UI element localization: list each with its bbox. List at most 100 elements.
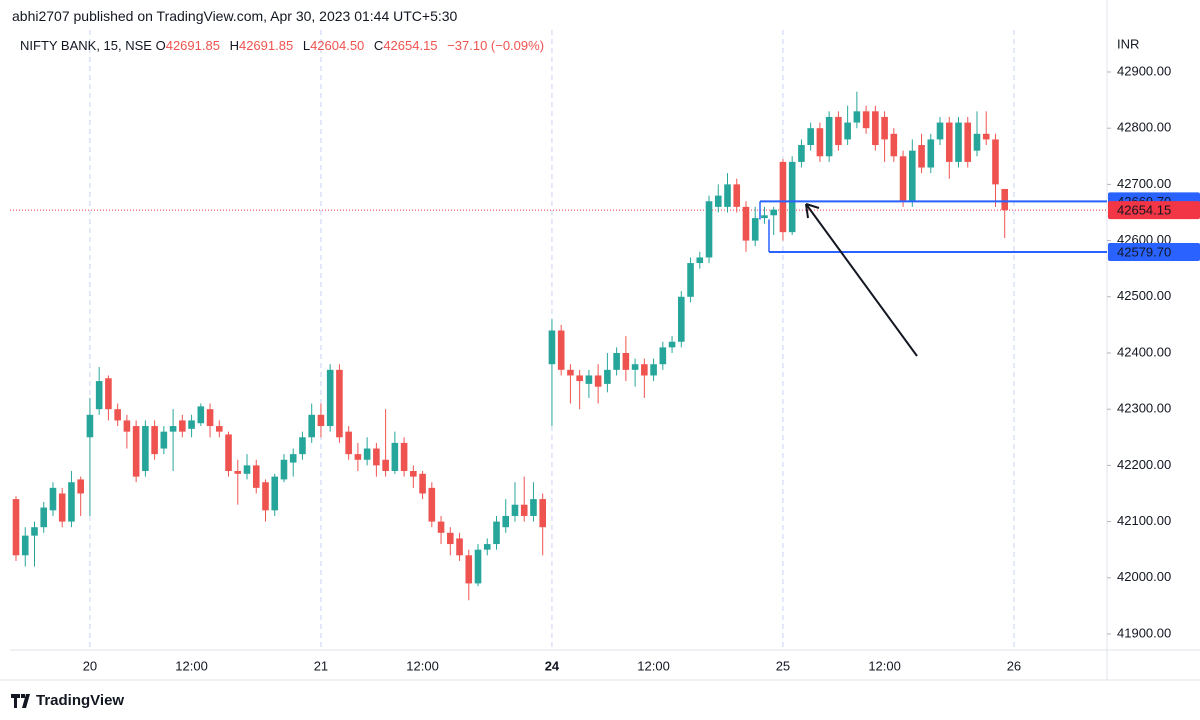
ohlc-value: 42691.85: [238, 38, 294, 53]
change: −37.10 (−0.09%): [447, 38, 545, 53]
candle-body: [299, 437, 306, 455]
arrow: [805, 203, 918, 357]
y-tick-label: 42200.00: [1117, 457, 1171, 472]
candle-body: [678, 296, 685, 342]
candle-body: [927, 139, 935, 168]
candle-body: [428, 487, 436, 522]
candle-body: [733, 184, 741, 207]
candle-body: [705, 201, 713, 258]
candle-body: [557, 330, 565, 370]
candle-body: [788, 161, 796, 233]
x-tick-label: 12:00: [637, 658, 670, 673]
candle-body: [280, 459, 288, 480]
candle-body: [95, 381, 103, 410]
x-tick-label: 25: [776, 658, 790, 673]
candle-body: [345, 431, 352, 455]
price-tag-label: 42654.15: [1117, 203, 1171, 218]
y-tick-label: 42800.00: [1117, 120, 1171, 135]
candle-body: [410, 471, 417, 477]
candle-body: [844, 122, 851, 140]
candle-body: [955, 122, 962, 162]
candle-body: [992, 139, 999, 185]
candle-body: [835, 116, 842, 146]
candle-body: [493, 521, 500, 545]
y-tick-label: 42900.00: [1117, 63, 1171, 78]
candle-body: [391, 442, 399, 472]
candle-body: [169, 426, 177, 432]
candle-body: [909, 150, 916, 202]
candle-body: [31, 527, 38, 536]
candle-body: [234, 471, 242, 474]
candle-body: [816, 128, 824, 157]
candle-body: [271, 476, 279, 511]
candle-body: [604, 369, 611, 384]
candle-body: [622, 352, 630, 370]
ohlc-label: C: [373, 38, 384, 53]
candle-body: [105, 378, 112, 410]
candle-body: [474, 549, 482, 584]
candle-body: [862, 111, 870, 129]
x-tick-label: 21: [314, 658, 328, 673]
price-tag: [1108, 201, 1200, 220]
candle-body: [973, 133, 981, 151]
candle-body: [668, 341, 676, 348]
y-tick-label: 41900.00: [1117, 625, 1171, 640]
candle-body: [373, 448, 380, 466]
candle-body: [225, 434, 232, 472]
candle-body: [151, 426, 158, 455]
candle-body: [964, 122, 972, 162]
x-tick-label: 26: [1007, 658, 1021, 673]
ohlc-label: O: [155, 38, 166, 53]
candle-body: [807, 128, 814, 146]
candle-body: [631, 364, 639, 370]
candle-body: [336, 369, 343, 438]
candle-body: [502, 515, 510, 528]
x-tick-label: 12:00: [868, 658, 901, 673]
candle-body: [982, 133, 990, 140]
x-tick-label: 12:00: [175, 658, 208, 673]
attribution: abhi2707 published on TradingView.com, A…: [12, 8, 458, 24]
candle-body: [289, 454, 297, 463]
candle-body: [252, 465, 260, 488]
candle-body: [437, 521, 445, 533]
candle-body: [188, 420, 195, 429]
candle-body: [114, 409, 121, 421]
y-tick-label: 42400.00: [1117, 344, 1171, 359]
y-tick-label: 42100.00: [1117, 513, 1171, 528]
y-tick-label: 42700.00: [1117, 176, 1171, 191]
candle-body: [382, 459, 389, 472]
candle-body: [742, 206, 750, 241]
currency: INR: [1117, 36, 1139, 51]
candle-body: [594, 375, 602, 387]
legend: NIFTY BANK, 15, NSE O42691.85 H42691.85 …: [20, 38, 550, 53]
candle-body: [881, 116, 888, 140]
candle-body: [446, 532, 454, 545]
candle-body: [86, 414, 94, 438]
ohlc-value: 42691.85: [165, 38, 220, 53]
y-tick-label: 42000.00: [1117, 569, 1171, 584]
candle-body: [899, 156, 907, 202]
candle-body: [945, 122, 953, 162]
candle-body: [58, 493, 66, 522]
candle-body: [714, 195, 722, 207]
ohlc-value: 42654.15: [383, 38, 438, 53]
ohlc-label: H: [229, 38, 239, 53]
candle-body: [918, 145, 925, 168]
candle-body: [142, 426, 149, 472]
logo: [11, 694, 30, 708]
candle-body: [890, 133, 898, 157]
candle-body: [724, 184, 731, 207]
candle-body: [659, 347, 667, 365]
candle-body: [483, 544, 491, 550]
candle-body: [687, 263, 694, 297]
candle-body: [243, 465, 251, 474]
candle-body: [751, 218, 759, 241]
candle-body: [419, 473, 426, 494]
candle-body: [197, 406, 205, 424]
candle-body: [567, 369, 574, 376]
brand: TradingView: [36, 692, 125, 709]
candle-body: [520, 504, 528, 516]
candle-body: [49, 487, 57, 511]
